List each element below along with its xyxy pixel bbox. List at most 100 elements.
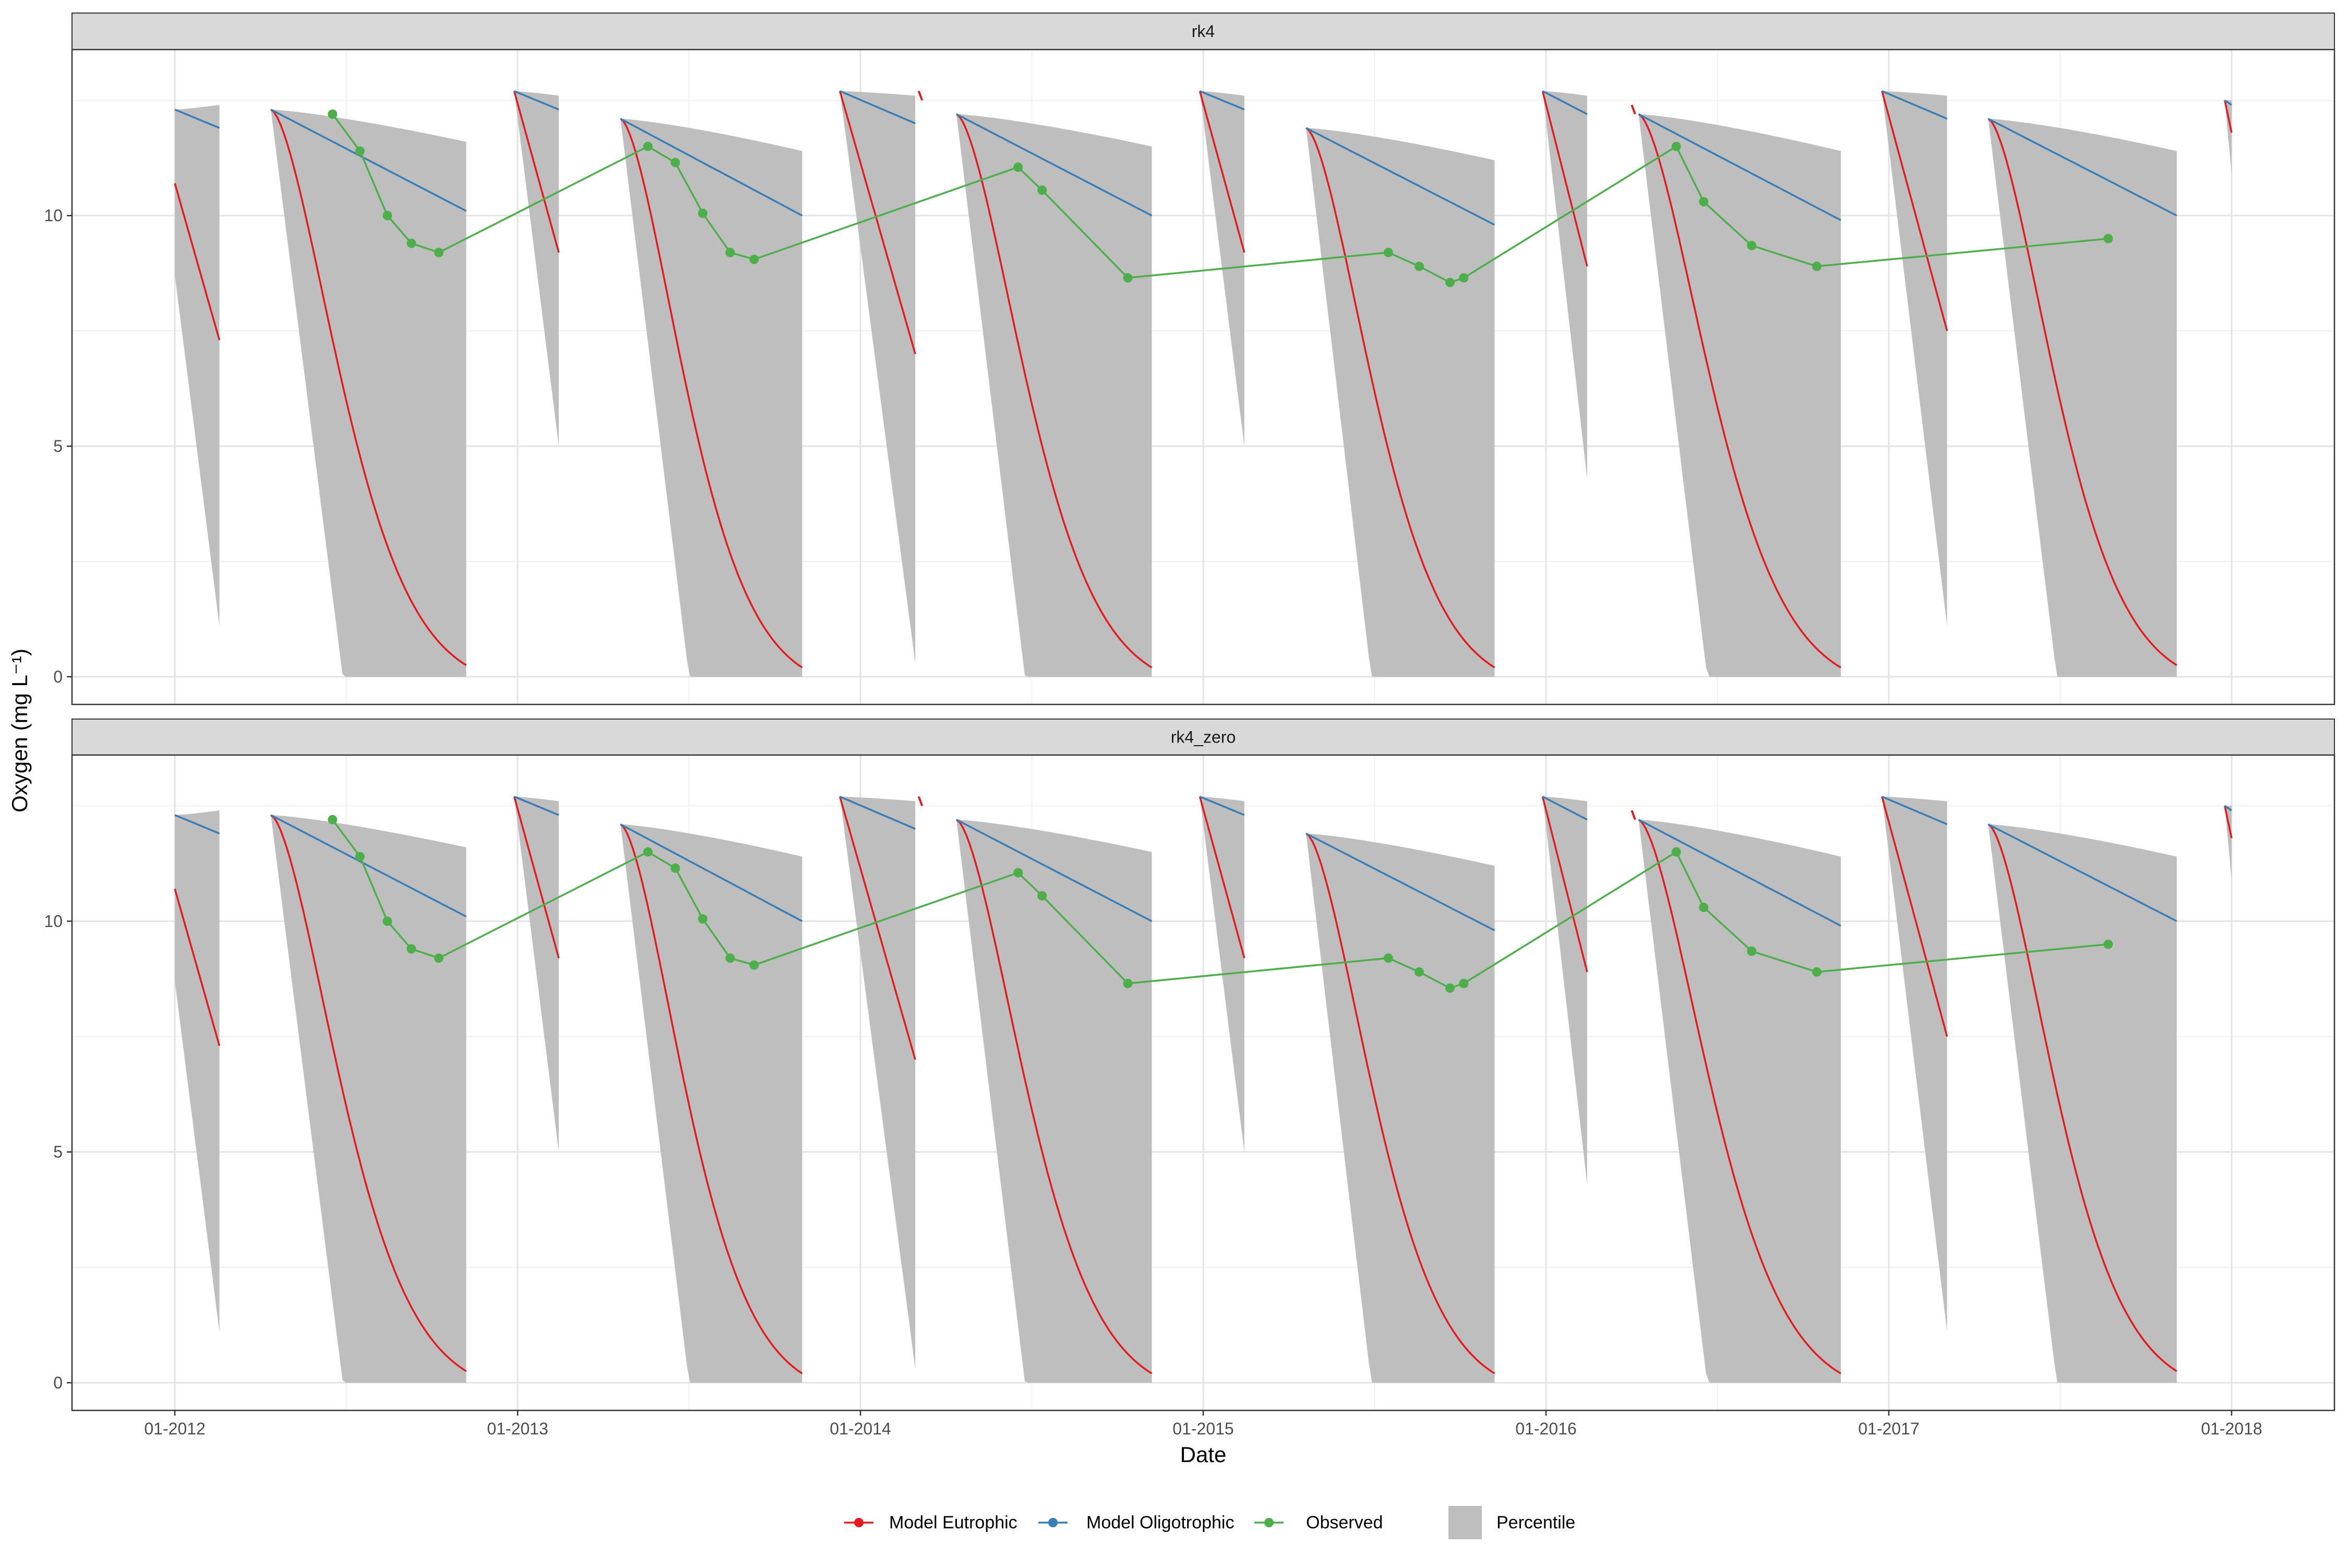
eutrophic-line-2: [513, 91, 560, 253]
observed-point: [670, 158, 680, 167]
observed-point: [1699, 197, 1709, 207]
eutrophic-line-10: [1881, 91, 1948, 331]
y-tick-label: 0: [53, 1373, 63, 1392]
facet-strip: [71, 13, 2335, 50]
legend-item-1: Model Oligotrophic: [1038, 1513, 1234, 1533]
y-tick-label: 5: [53, 1143, 63, 1162]
observed-point: [1414, 261, 1424, 271]
observed-point: [1671, 847, 1681, 857]
percentile-band-7: [1306, 128, 1495, 677]
observed-line: [331, 819, 2109, 989]
legend-item-3: Percentile: [1448, 1506, 1575, 1539]
observed-point: [1459, 978, 1469, 988]
observed-point: [1383, 247, 1393, 257]
eutrophic-line-6: [1199, 796, 1245, 959]
facet-strip: [71, 719, 2335, 756]
observed-point: [355, 146, 365, 156]
oligotrophic-line-12: [2224, 99, 2233, 106]
oligotrophic-line-9: [1638, 819, 1841, 927]
oligotrophic-line-4: [839, 795, 916, 830]
oligotrophic-line-3: [620, 823, 803, 922]
y-tick-label: 5: [53, 437, 63, 456]
eutrophic-line-9: [1638, 113, 1841, 668]
y-tick-label: 0: [53, 667, 63, 686]
x-tick-label: 01-2015: [1172, 1419, 1233, 1438]
oligotrophic-line-12: [2224, 805, 2232, 811]
legend-key-fill: [1448, 1506, 1482, 1539]
percentile-band-5: [956, 819, 1152, 1383]
observed-point: [1414, 967, 1424, 977]
y-tick-label: 10: [44, 912, 63, 930]
percentile-band-10: [1882, 796, 1947, 1332]
percentile-band-9: [1638, 114, 1841, 677]
oligotrophic-line-10: [1882, 90, 1948, 120]
observed-point: [1123, 273, 1133, 283]
percentile-band-5: [956, 114, 1152, 677]
observed-point: [1747, 946, 1757, 956]
observed-point: [1671, 141, 1681, 151]
x-tick-label: 01-2014: [830, 1419, 891, 1438]
observed-point: [1699, 902, 1709, 912]
percentile-band-1: [271, 109, 466, 677]
oligotrophic-line-2: [513, 795, 559, 816]
percentile-band-11: [1988, 118, 2177, 677]
oligotrophic-line-2: [513, 90, 559, 111]
observed-point: [2103, 234, 2113, 244]
oligotrophic-line-8: [1542, 90, 1588, 115]
facet-title: rk4: [1192, 22, 1215, 41]
oligotrophic-line-0: [174, 109, 220, 129]
percentile-band-10: [1882, 91, 1947, 626]
eutrophic-fragment-0: [917, 796, 924, 806]
percentile-band-12: [2224, 100, 2232, 174]
observed-point: [1013, 162, 1023, 172]
eutrophic-line-7: [1305, 833, 1495, 1374]
observed-point: [698, 914, 708, 924]
legend-key-point: [854, 1518, 864, 1527]
observed-point: [1383, 953, 1393, 963]
observed-point: [1747, 241, 1757, 250]
eutrophic-line-7: [1305, 127, 1495, 668]
eutrophic-line-5: [955, 819, 1153, 1374]
oligotrophic-line-5: [956, 819, 1153, 922]
eutrophic-line-12: [2224, 805, 2233, 839]
eutrophic-line-4: [838, 91, 916, 354]
observed-point: [406, 238, 416, 248]
observed-point: [725, 247, 735, 257]
facet-title: rk4_zero: [1171, 728, 1236, 747]
percentile-band-4: [840, 91, 916, 663]
y-axis-title: Oxygen (mg L⁻¹): [7, 649, 32, 812]
eutrophic-line-3: [620, 118, 803, 668]
observed-point: [382, 211, 392, 221]
percentile-band-12: [2224, 806, 2232, 880]
observed-point: [328, 109, 338, 119]
observed-line: [331, 113, 2109, 284]
observed-point: [406, 944, 416, 954]
observed-point: [670, 863, 680, 873]
observed-point: [434, 247, 444, 257]
oligotrophic-line-7: [1305, 832, 1495, 931]
oligotrophic-line-7: [1305, 127, 1495, 226]
eutrophic-line-4: [838, 796, 916, 1060]
percentile-band-2: [514, 796, 559, 1152]
legend-label: Model Oligotrophic: [1086, 1513, 1234, 1533]
legend-item-2: Observed: [1254, 1513, 1383, 1533]
percentile-band-7: [1306, 833, 1495, 1383]
panel-1: rk4_zero 0 5 10 01-2012 01-2013 01-2014 01-2015…: [44, 719, 2335, 1438]
observed-point: [1445, 983, 1455, 993]
percentile-band-8: [1542, 796, 1587, 1184]
percentile-band-8: [1542, 91, 1587, 478]
observed-point: [1123, 978, 1133, 988]
observed-point: [2103, 939, 2113, 949]
eutrophic-line-3: [620, 823, 803, 1374]
observed-point: [1013, 868, 1023, 878]
observed-point: [1459, 273, 1469, 283]
eutrophic-line-0: [174, 183, 221, 341]
percentile-band-2: [514, 91, 559, 447]
observed-point: [725, 953, 735, 963]
oligotrophic-line-3: [620, 118, 803, 217]
legend-label: Model Eutrophic: [889, 1513, 1017, 1533]
observed-point: [1037, 185, 1047, 195]
eutrophic-line-8: [1541, 796, 1588, 973]
percentile-band-11: [1988, 824, 2177, 1383]
